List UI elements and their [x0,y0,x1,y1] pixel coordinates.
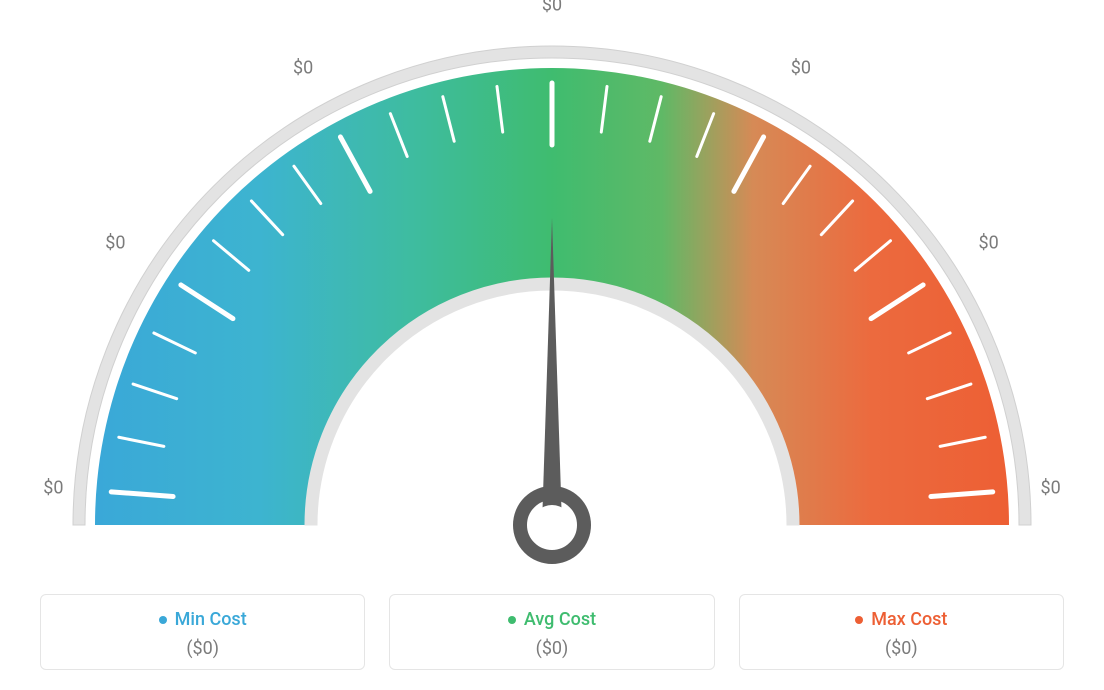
legend-card-max: Max Cost ($0) [739,594,1064,671]
legend-title-min-text: Min Cost [175,609,247,630]
gauge-svg [0,0,1104,570]
gauge-scale-label: $0 [43,477,63,498]
gauge-scale-label: $0 [1040,477,1060,498]
gauge-scale-label: $0 [293,58,313,79]
legend-card-avg: Avg Cost ($0) [389,594,714,671]
legend-title-avg-text: Avg Cost [524,609,596,630]
legend-dot-min [159,616,167,624]
gauge-scale-label: $0 [542,0,562,16]
legend-title-max-text: Max Cost [871,609,947,630]
legend-value-max: ($0) [752,638,1051,659]
gauge-scale-label: $0 [791,58,811,79]
legend-title-min: Min Cost [159,609,247,630]
legend-dot-avg [508,616,516,624]
legend-row: Min Cost ($0) Avg Cost ($0) Max Cost ($0… [40,594,1064,671]
legend-value-avg: ($0) [402,638,701,659]
gauge-scale-label: $0 [978,232,998,253]
legend-value-min: ($0) [53,638,352,659]
legend-dot-max [855,616,863,624]
legend-card-min: Min Cost ($0) [40,594,365,671]
legend-title-avg: Avg Cost [508,609,596,630]
gauge-chart-container: $0 $0 $0 $0 $0 $0 $0 Min Cost ($0) Avg Cost ($… [0,0,1104,690]
gauge-scale-label: $0 [105,232,125,253]
gauge-area: $0 $0 $0 $0 $0 $0 $0 [0,0,1104,570]
legend-title-max: Max Cost [855,609,947,630]
